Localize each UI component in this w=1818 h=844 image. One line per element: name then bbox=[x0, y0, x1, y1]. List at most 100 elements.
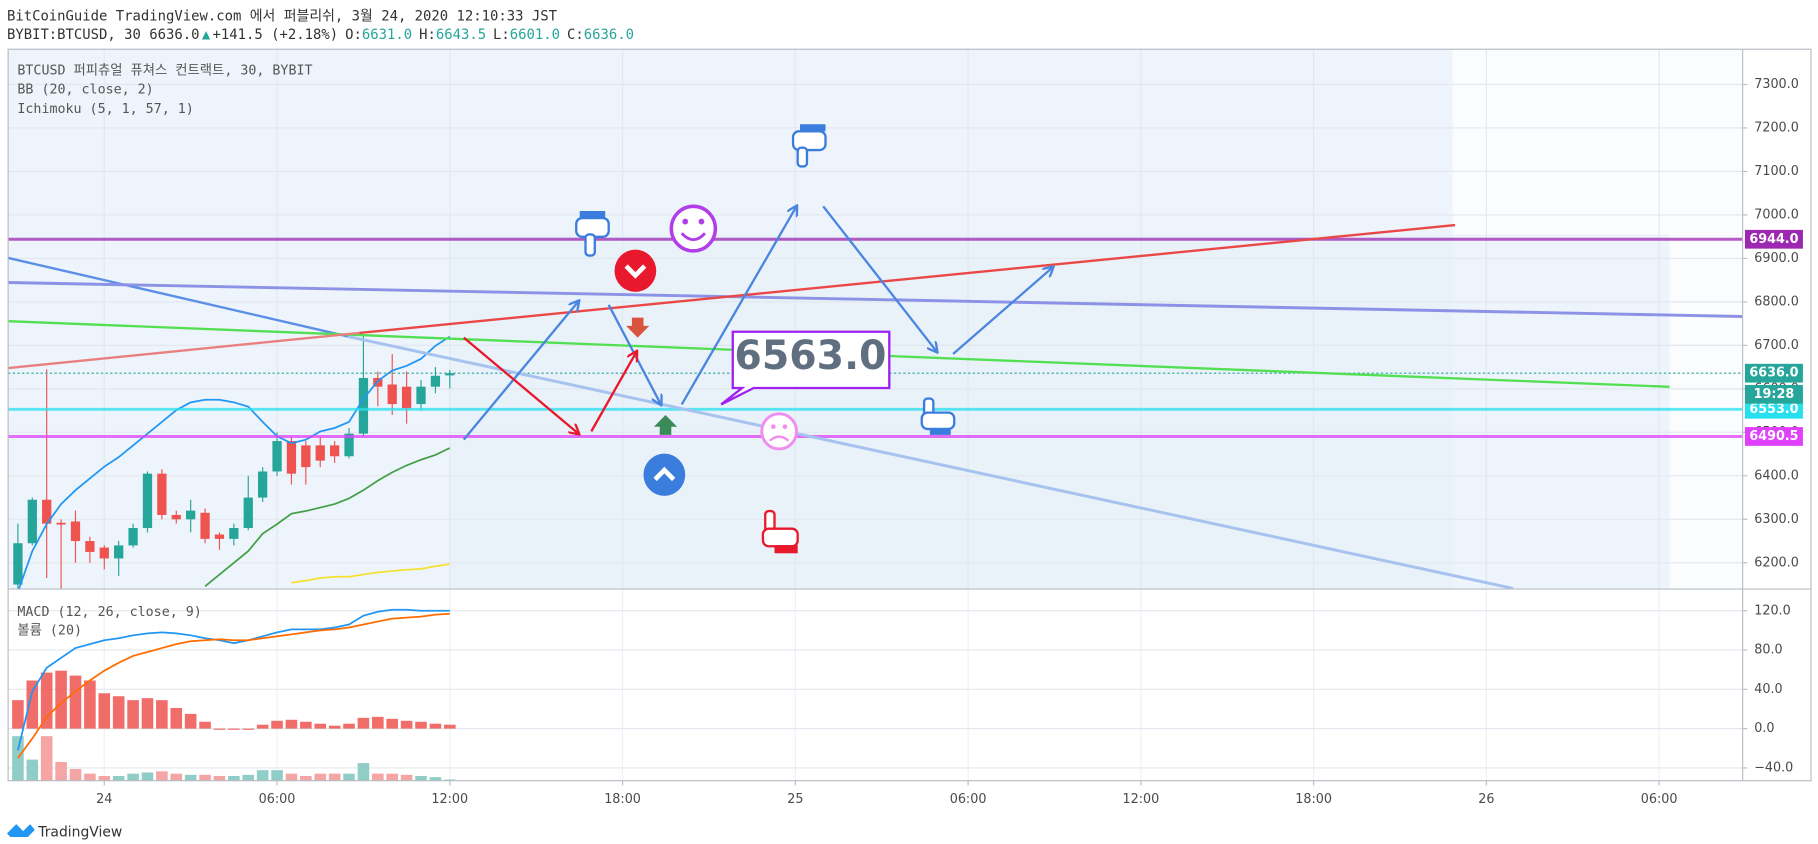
indicator-line bbox=[17, 608, 450, 751]
volume-bar bbox=[357, 763, 370, 781]
histogram-bar bbox=[156, 700, 168, 729]
legend-entry: BB (20, close, 2) bbox=[17, 83, 153, 98]
ohlc-key: H: bbox=[419, 27, 436, 43]
candle-body bbox=[272, 441, 282, 472]
histogram-bar bbox=[285, 719, 298, 729]
hand-finger bbox=[584, 233, 596, 257]
arrow bbox=[463, 336, 579, 434]
trend-line bbox=[8, 256, 349, 338]
candle-body bbox=[27, 499, 37, 544]
legend-entry: Ichimoku (5, 1, 57, 1) bbox=[17, 102, 193, 117]
histogram-bar bbox=[184, 713, 197, 729]
volume-bar bbox=[256, 770, 269, 781]
histogram-bar bbox=[328, 725, 341, 729]
histogram-bar bbox=[26, 680, 39, 729]
y-tick-label: 6900.0 bbox=[1754, 251, 1799, 266]
candle-body bbox=[243, 497, 253, 529]
candle-body bbox=[56, 522, 66, 525]
callout-text: 6563.0 bbox=[734, 333, 886, 379]
y-tick-label: 6800.0 bbox=[1754, 294, 1799, 309]
candle-body bbox=[142, 473, 153, 529]
indicator-line bbox=[204, 447, 451, 587]
volume-bar bbox=[40, 736, 53, 781]
smiley bbox=[669, 204, 718, 253]
y-tick-label: 7000.0 bbox=[1754, 207, 1799, 222]
volume-bar bbox=[141, 772, 154, 781]
volume-bar bbox=[26, 759, 39, 781]
candle-body bbox=[430, 375, 441, 387]
histogram-bar bbox=[12, 700, 24, 729]
hand-palm bbox=[791, 130, 827, 152]
histogram-bar bbox=[170, 708, 183, 729]
ohlc-key: L: bbox=[493, 27, 510, 43]
volume-bar bbox=[328, 773, 341, 781]
sad-face bbox=[760, 412, 798, 451]
volume-bar bbox=[400, 774, 413, 781]
y-tick-label: −40.0 bbox=[1754, 760, 1793, 775]
legend-entry: BTCUSD 퍼피츄얼 퓨쳐스 컨트랙트, 30, BYBIT bbox=[17, 62, 312, 78]
x-tick-label: 06:00 bbox=[259, 792, 296, 807]
candle-body bbox=[114, 545, 124, 559]
candle-body bbox=[301, 445, 311, 468]
down-badge bbox=[614, 249, 657, 292]
volume-bar bbox=[343, 773, 355, 781]
volume-bar bbox=[112, 776, 125, 781]
histogram-bar bbox=[112, 696, 125, 729]
volume-bar bbox=[199, 774, 211, 781]
range-shade bbox=[449, 234, 1670, 589]
y-tick-label: 120.0 bbox=[1754, 603, 1790, 618]
histogram-bar bbox=[199, 721, 211, 729]
price-tag-label: 6944.0 bbox=[1749, 232, 1798, 247]
histogram-bar bbox=[141, 698, 154, 729]
hand-cuff bbox=[800, 124, 826, 132]
price-tag bbox=[1744, 229, 1803, 249]
hand bbox=[761, 509, 799, 554]
volume-bar bbox=[285, 773, 298, 781]
sad-eye bbox=[782, 424, 788, 430]
indicator-line bbox=[18, 335, 451, 589]
histogram-bar bbox=[429, 723, 442, 729]
axes: 24 06:00 12:00 18:00 25 06:00 12:00 18:00 26 06:0… bbox=[7, 48, 1812, 807]
histogram-bar bbox=[55, 670, 67, 729]
histogram-bar bbox=[228, 728, 240, 730]
callout-box bbox=[720, 330, 891, 406]
volume-bar bbox=[213, 776, 226, 781]
candle-body bbox=[186, 510, 196, 520]
trend-line bbox=[359, 223, 1456, 335]
hand-cuff bbox=[579, 211, 606, 219]
volume-bar bbox=[228, 776, 240, 781]
drawings: 6563.0 bbox=[8, 124, 1743, 589]
ohlc-key: O: bbox=[345, 27, 362, 43]
price-tag bbox=[1744, 363, 1803, 383]
volume-bar bbox=[84, 773, 96, 781]
price-tag bbox=[1744, 427, 1803, 446]
hand-cuff bbox=[929, 427, 951, 435]
smiley-eye bbox=[682, 218, 689, 225]
candle-body bbox=[258, 471, 268, 498]
candle-body bbox=[171, 514, 181, 520]
symbol: BYBIT:BTCUSD, 30 6636.0 bbox=[7, 27, 200, 43]
candle-body bbox=[200, 512, 210, 539]
histogram-bar bbox=[40, 672, 53, 729]
volume-bar bbox=[271, 770, 283, 781]
indicator-line bbox=[291, 563, 450, 584]
histogram-bar bbox=[372, 716, 384, 729]
candle-body bbox=[401, 386, 412, 409]
volume-bar bbox=[372, 773, 384, 781]
candle-body bbox=[13, 543, 23, 585]
x-tick-label: 25 bbox=[787, 792, 803, 807]
volume-bar bbox=[184, 774, 197, 781]
frame bbox=[7, 48, 1812, 782]
volume-bar bbox=[98, 776, 111, 781]
candle-body bbox=[286, 441, 297, 474]
histogram-bar bbox=[242, 728, 255, 730]
arrow bbox=[822, 205, 937, 351]
histogram-bar bbox=[84, 680, 96, 729]
arrow bbox=[590, 352, 636, 432]
histogram-bar bbox=[343, 723, 355, 729]
price-tag-label: 6553.0 bbox=[1749, 402, 1798, 417]
trend-line bbox=[8, 331, 360, 370]
y-tick-label: 7100.0 bbox=[1754, 164, 1799, 179]
histogram-bar bbox=[127, 700, 139, 729]
smiley-mouth bbox=[680, 232, 707, 242]
